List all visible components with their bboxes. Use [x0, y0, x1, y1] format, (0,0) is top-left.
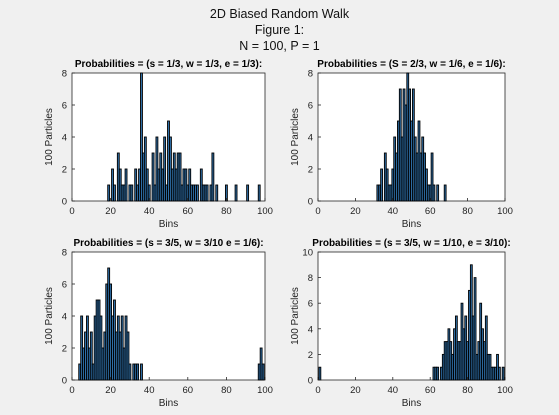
x-tick-label: 60 [425, 206, 436, 217]
x-axis-label: Bins [402, 398, 421, 409]
y-tick-label: 2 [62, 165, 67, 176]
histogram-bar [196, 184, 199, 202]
histogram-bar [151, 152, 155, 202]
x-tick-label: 80 [221, 206, 232, 217]
histogram-bar [318, 366, 322, 381]
subplot-title: Probabilities = (S = 2/3, w = 1/6, e = 1… [317, 59, 505, 70]
histogram-bar [484, 315, 488, 381]
x-tick-label: 100 [257, 206, 273, 217]
x-axis-label: Bins [402, 219, 421, 230]
subplot-grid: Probabilities = (s = 1/3, w = 1/3, e = 1… [44, 59, 513, 409]
y-tick-label: 6 [62, 280, 67, 291]
histogram-bar [211, 152, 215, 202]
histogram-bar [107, 184, 111, 202]
x-tick-label: 40 [144, 385, 155, 396]
y-axis-label: 100 Particles [290, 287, 301, 345]
y-tick-label: 8 [308, 69, 313, 80]
histogram-bar [113, 184, 116, 202]
histogram-bar [136, 363, 140, 381]
subplot-2: Probabilities = (S = 2/3, w = 1/6, e = 1… [290, 59, 513, 230]
histogram-bar [432, 184, 436, 202]
histogram-bar [246, 184, 250, 202]
x-tick-label: 80 [462, 206, 473, 217]
histogram-bar [261, 363, 265, 381]
y-tick-label: 8 [308, 273, 313, 284]
x-tick-label: 60 [183, 206, 194, 217]
histogram-bar [430, 152, 434, 202]
histogram-bar [473, 277, 477, 381]
y-tick-label: 6 [308, 101, 313, 112]
histogram-bar [140, 72, 143, 202]
subplot-1: Probabilities = (s = 1/3, w = 1/3, e = 1… [44, 59, 273, 230]
x-tick-label: 0 [69, 206, 74, 217]
y-tick-label: 6 [308, 299, 313, 310]
y-tick-label: 2 [62, 344, 67, 355]
histogram-bar [140, 363, 143, 381]
x-tick-label: 100 [497, 206, 513, 217]
y-axis-label: 100 Particles [290, 108, 301, 166]
y-axis-label: 100 Particles [44, 108, 55, 166]
x-tick-label: 40 [144, 206, 155, 217]
y-tick-label: 0 [62, 197, 67, 208]
x-axis-label: Bins [159, 219, 178, 230]
figure-title-line-2: Figure 1: [255, 23, 304, 37]
x-tick-label: 100 [257, 385, 273, 396]
histogram-bar [380, 168, 383, 202]
x-tick-label: 20 [350, 206, 361, 217]
x-axis-label: Bins [159, 398, 178, 409]
x-tick-label: 0 [69, 385, 74, 396]
y-tick-label: 4 [62, 312, 67, 323]
x-tick-label: 0 [315, 385, 320, 396]
x-tick-label: 60 [425, 385, 436, 396]
y-tick-label: 2 [308, 350, 313, 361]
x-tick-label: 60 [183, 385, 194, 396]
x-tick-label: 40 [388, 206, 399, 217]
histogram-bar [178, 152, 182, 202]
subplot-title: Probabilities = (s = 1/3, w = 1/3, e = 1… [75, 59, 262, 70]
histogram-bar [234, 184, 238, 202]
histogram-bar [163, 136, 167, 202]
histogram-bar [436, 366, 440, 381]
subplot-3: Probabilities = (s = 3/5, w = 3/10 e = 1… [44, 238, 273, 409]
x-tick-label: 80 [462, 385, 473, 396]
figure-title-line-1: 2D Biased Random Walk [210, 7, 350, 21]
histogram-bar [436, 184, 440, 202]
histogram-bar [443, 184, 447, 202]
histogram-bar [501, 366, 505, 381]
y-tick-label: 4 [62, 133, 67, 144]
y-tick-label: 8 [62, 248, 67, 259]
x-tick-label: 20 [105, 206, 116, 217]
x-tick-label: 80 [221, 385, 232, 396]
y-tick-label: 10 [302, 248, 313, 259]
histogram-bar [215, 184, 219, 202]
histogram-bar [130, 184, 134, 202]
figure-title-line-3: N = 100, P = 1 [239, 39, 319, 53]
y-tick-label: 6 [62, 101, 67, 112]
y-tick-label: 0 [308, 376, 313, 387]
x-tick-label: 0 [315, 206, 320, 217]
histogram-bar [205, 184, 209, 202]
histogram-bar [89, 331, 93, 381]
y-tick-label: 8 [62, 69, 67, 80]
x-tick-label: 40 [388, 385, 399, 396]
histogram-bar [257, 184, 261, 202]
histogram-bar [124, 168, 128, 202]
subplot-title: Probabilities = (s = 3/5, w = 1/10, e = … [312, 238, 510, 249]
x-tick-label: 20 [350, 385, 361, 396]
y-tick-label: 4 [308, 133, 313, 144]
histogram-bar [128, 363, 132, 381]
subplot-title: Probabilities = (s = 3/5, w = 3/10 e = 1… [73, 238, 263, 249]
y-tick-label: 2 [308, 165, 313, 176]
y-axis-label: 100 Particles [44, 287, 55, 345]
y-tick-label: 0 [62, 376, 67, 387]
y-tick-label: 4 [308, 324, 313, 335]
x-tick-label: 100 [497, 385, 513, 396]
histogram-bar [126, 331, 130, 381]
subplot-4: Probabilities = (s = 3/5, w = 1/10, e = … [290, 238, 513, 409]
y-tick-label: 0 [308, 197, 313, 208]
x-tick-label: 20 [105, 385, 116, 396]
histogram-bar [498, 366, 501, 381]
